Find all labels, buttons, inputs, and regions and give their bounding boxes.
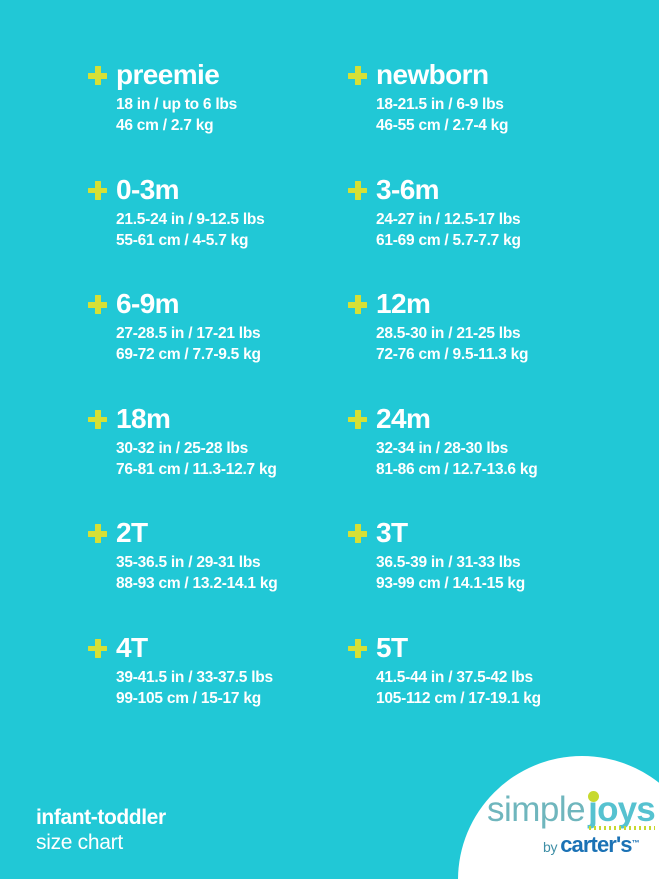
size-metric: 46 cm / 2.7 kg	[116, 117, 214, 134]
size-entry-2t: 2T 35-36.5 in / 29-31 lbs 88-93 cm / 13.…	[88, 516, 348, 631]
size-measurements: 36.5-39 in / 31-33 lbs 93-99 cm / 14.1-1…	[348, 552, 608, 594]
size-measurements: 35-36.5 in / 29-31 lbs 88-93 cm / 13.2-1…	[88, 552, 348, 594]
size-metric: 99-105 cm / 15-17 kg	[116, 689, 261, 707]
size-measurements: 41.5-44 in / 37.5-42 lbs 105-112 cm / 17…	[348, 667, 608, 709]
size-entry-18m: 18m 30-32 in / 25-28 lbs 76-81 cm / 11.3…	[88, 402, 348, 517]
size-entry-5t: 5T 41.5-44 in / 37.5-42 lbs 105-112 cm /…	[348, 631, 608, 746]
page-title-main: infant-toddler	[36, 806, 166, 829]
size-measurements: 18 in / up to 6 lbs 46 cm / 2.7 kg	[88, 94, 348, 136]
plus-icon	[88, 66, 107, 85]
size-measurements: 18-21.5 in / 6-9 lbs 46-55 cm / 2.7-4 kg	[348, 94, 608, 136]
size-measurements: 24-27 in / 12.5-17 lbs 61-69 cm / 5.7-7.…	[348, 209, 608, 251]
trademark-icon: ™	[631, 838, 640, 848]
size-entry-newborn: newborn 18-21.5 in / 6-9 lbs 46-55 cm / …	[348, 58, 608, 173]
size-label: 18m	[116, 402, 171, 434]
size-grid: preemie 18 in / up to 6 lbs 46 cm / 2.7 …	[88, 58, 608, 746]
size-imperial: 35-36.5 in / 29-31 lbs	[116, 554, 261, 571]
size-entry-header: 5T	[348, 631, 608, 665]
size-entry-header: 12m	[348, 287, 608, 321]
size-entry-header: 6-9m	[88, 287, 348, 321]
plus-icon	[348, 295, 367, 314]
brand-dotted-underline-icon	[589, 826, 655, 830]
size-imperial: 41.5-44 in / 37.5-42 lbs	[376, 668, 533, 686]
plus-icon	[348, 66, 367, 85]
page-title-sub: size chart	[36, 831, 123, 854]
size-label: newborn	[376, 59, 489, 90]
brand-logo: simplejoys by carter's™	[487, 790, 659, 862]
brand-by-text: by	[543, 839, 558, 855]
size-metric: 81-86 cm / 12.7-13.6 kg	[376, 460, 538, 478]
plus-icon	[348, 524, 367, 543]
size-imperial: 24-27 in / 12.5-17 lbs	[376, 210, 521, 228]
size-imperial: 18-21.5 in / 6-9 lbs	[376, 96, 504, 113]
size-label: 3T	[376, 517, 408, 548]
size-entry-3-6m: 3-6m 24-27 in / 12.5-17 lbs 61-69 cm / 5…	[348, 173, 608, 288]
plus-icon	[88, 409, 107, 429]
size-entry-24m: 24m 32-34 in / 28-30 lbs 81-86 cm / 12.7…	[348, 402, 608, 517]
size-measurements: 28.5-30 in / 21-25 lbs 72-76 cm / 9.5-11…	[348, 323, 608, 365]
size-entry-12m: 12m 28.5-30 in / 21-25 lbs 72-76 cm / 9.…	[348, 287, 608, 402]
size-label: preemie	[116, 59, 220, 90]
plus-icon	[88, 180, 107, 200]
size-metric: 105-112 cm / 17-19.1 kg	[376, 689, 541, 707]
size-label: 4T	[116, 631, 148, 663]
size-entry-header: 4T	[88, 631, 348, 665]
brand-carters-text: carter's	[560, 832, 632, 857]
size-label: 5T	[376, 631, 408, 663]
size-entry-0-3m: 0-3m 21.5-24 in / 9-12.5 lbs 55-61 cm / …	[88, 173, 348, 288]
page-title: infant-toddler size chart	[36, 805, 366, 855]
size-entry-header: 0-3m	[88, 173, 348, 207]
size-entry-6-9m: 6-9m 27-28.5 in / 17-21 lbs 69-72 cm / 7…	[88, 287, 348, 402]
size-measurements: 27-28.5 in / 17-21 lbs 69-72 cm / 7.7-9.…	[88, 323, 348, 365]
size-metric: 72-76 cm / 9.5-11.3 kg	[376, 346, 529, 363]
size-label: 3-6m	[376, 173, 440, 205]
size-imperial: 30-32 in / 25-28 lbs	[116, 439, 248, 457]
size-label: 12m	[376, 288, 431, 319]
plus-icon	[348, 409, 367, 429]
size-imperial: 28.5-30 in / 21-25 lbs	[376, 325, 521, 342]
size-measurements: 21.5-24 in / 9-12.5 lbs 55-61 cm / 4-5.7…	[88, 209, 348, 251]
brand-byline: by carter's™	[543, 832, 640, 858]
size-label: 24m	[376, 402, 431, 434]
size-entry-preemie: preemie 18 in / up to 6 lbs 46 cm / 2.7 …	[88, 58, 348, 173]
size-label: 6-9m	[116, 288, 180, 319]
size-metric: 55-61 cm / 4-5.7 kg	[116, 231, 249, 249]
size-entry-3t: 3T 36.5-39 in / 31-33 lbs 93-99 cm / 14.…	[348, 516, 608, 631]
size-metric: 93-99 cm / 14.1-15 kg	[376, 575, 525, 592]
size-metric: 76-81 cm / 11.3-12.7 kg	[116, 460, 277, 478]
size-entry-header: 18m	[88, 402, 348, 436]
size-imperial: 18 in / up to 6 lbs	[116, 96, 237, 113]
size-entry-header: 3-6m	[348, 173, 608, 207]
size-entry-header: preemie	[88, 58, 348, 92]
size-metric: 46-55 cm / 2.7-4 kg	[376, 117, 509, 134]
brand-simple-text: simple	[487, 790, 586, 829]
size-imperial: 36.5-39 in / 31-33 lbs	[376, 554, 521, 571]
size-entry-header: 3T	[348, 516, 608, 550]
brand-wordmark: simplejoys	[487, 790, 659, 830]
size-label: 2T	[116, 517, 148, 548]
size-entry-4t: 4T 39-41.5 in / 33-37.5 lbs 99-105 cm / …	[88, 631, 348, 746]
size-imperial: 39-41.5 in / 33-37.5 lbs	[116, 668, 273, 686]
plus-icon	[348, 180, 367, 200]
brand-joys-text: joys	[588, 790, 656, 829]
size-entry-header: newborn	[348, 58, 608, 92]
plus-icon	[88, 638, 107, 658]
size-entry-header: 2T	[88, 516, 348, 550]
size-imperial: 21.5-24 in / 9-12.5 lbs	[116, 210, 265, 228]
size-measurements: 30-32 in / 25-28 lbs 76-81 cm / 11.3-12.…	[88, 438, 348, 480]
size-label: 0-3m	[116, 173, 180, 205]
size-entry-header: 24m	[348, 402, 608, 436]
brand-dot-icon	[588, 791, 599, 802]
size-metric: 69-72 cm / 7.7-9.5 kg	[116, 346, 261, 363]
plus-icon	[88, 524, 107, 543]
size-imperial: 32-34 in / 28-30 lbs	[376, 439, 508, 457]
size-metric: 88-93 cm / 13.2-14.1 kg	[116, 575, 278, 592]
size-metric: 61-69 cm / 5.7-7.7 kg	[376, 231, 521, 249]
size-measurements: 39-41.5 in / 33-37.5 lbs 99-105 cm / 15-…	[88, 667, 348, 709]
plus-icon	[348, 638, 367, 658]
plus-icon	[88, 295, 107, 314]
size-imperial: 27-28.5 in / 17-21 lbs	[116, 325, 261, 342]
size-measurements: 32-34 in / 28-30 lbs 81-86 cm / 12.7-13.…	[348, 438, 608, 480]
